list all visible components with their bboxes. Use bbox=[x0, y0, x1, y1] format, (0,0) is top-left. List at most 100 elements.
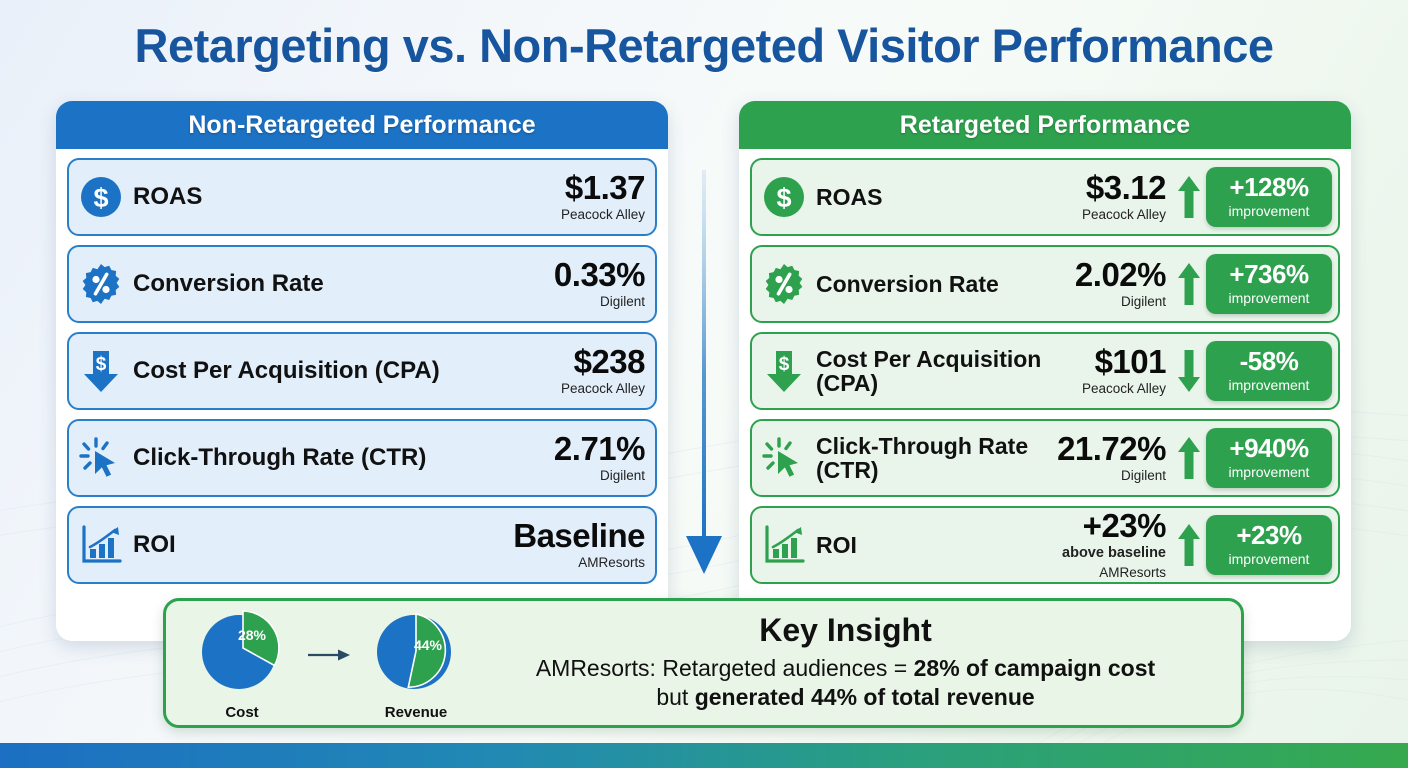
bar-chart-growth-icon bbox=[69, 523, 133, 567]
cursor-click-icon bbox=[752, 435, 816, 481]
badge-label: improvement bbox=[1228, 377, 1310, 393]
insight-line2-prefix: but bbox=[656, 683, 695, 710]
table-row[interactable]: Click-Through Rate (CTR) 2.71% Digilent bbox=[67, 419, 657, 497]
table-row[interactable]: $ Cost Per Acquisition (CPA) $238 Peacoc… bbox=[67, 332, 657, 410]
metric-value: 21.72% bbox=[1057, 430, 1166, 468]
table-row[interactable]: ROI Baseline AMResorts bbox=[67, 506, 657, 584]
metric-note: above baseline bbox=[1062, 545, 1166, 562]
badge-label: improvement bbox=[1228, 203, 1310, 219]
metric-label: ROI bbox=[816, 531, 857, 558]
table-row[interactable]: $ Cost Per Acquisition (CPA) $101 Peacoc… bbox=[750, 332, 1340, 410]
table-row[interactable]: $ ROAS $1.37 Peacock Alley bbox=[67, 158, 657, 236]
metric-source: Digilent bbox=[1120, 468, 1166, 484]
key-insight-panel: 28% Cost 44% Revenue bbox=[163, 598, 1244, 728]
metric-label: Conversion Rate bbox=[133, 270, 324, 298]
percent-badge-icon bbox=[752, 262, 816, 306]
metric-value: +23% bbox=[1082, 507, 1167, 545]
improvement-badge: +23% improvement bbox=[1206, 515, 1332, 575]
revenue-pie-unit: 44% Revenue bbox=[362, 606, 470, 721]
badge-label: improvement bbox=[1228, 290, 1310, 306]
metric-value: 2.71% bbox=[553, 430, 646, 468]
revenue-pie-label: Revenue bbox=[384, 703, 448, 721]
svg-text:$: $ bbox=[776, 183, 791, 213]
badge-value: +128% bbox=[1229, 172, 1309, 202]
metric-value: $101 bbox=[1094, 343, 1167, 381]
svg-text:$: $ bbox=[93, 183, 108, 213]
cursor-click-icon bbox=[69, 435, 133, 481]
cost-pie-unit: 28% Cost bbox=[188, 606, 296, 721]
bottom-accent-bar bbox=[0, 743, 1408, 768]
pie-transition-arrow-icon bbox=[302, 646, 356, 680]
retargeted-rows: $ ROAS $3.12 Peacock Alley +128% improve… bbox=[739, 149, 1351, 584]
trend-up-icon bbox=[1176, 261, 1206, 307]
metric-label: ROI bbox=[133, 531, 176, 559]
table-row[interactable]: Conversion Rate 2.02% Digilent +736% imp… bbox=[750, 245, 1340, 323]
dollar-down-arrow-icon: $ bbox=[69, 348, 133, 394]
metric-value: $3.12 bbox=[1085, 169, 1167, 207]
insight-line1-bold: 28% of campaign cost bbox=[913, 655, 1156, 682]
metric-label: Click-Through Rate (CTR) bbox=[133, 444, 427, 472]
metric-label: Cost Per Acquisition (CPA) bbox=[133, 357, 440, 385]
retargeted-panel-header: Retargeted Performance bbox=[739, 101, 1351, 149]
metric-source: Digilent bbox=[599, 294, 645, 310]
metric-label: Click-Through Rate (CTR) bbox=[816, 432, 1029, 483]
metric-value-group: $1.37 Peacock Alley bbox=[561, 171, 655, 223]
table-row[interactable]: Click-Through Rate (CTR) 21.72% Digilent… bbox=[750, 419, 1340, 497]
cost-pie-value: 28% bbox=[238, 627, 267, 643]
dollar-circle-icon: $ bbox=[69, 175, 133, 219]
trend-up-icon bbox=[1176, 435, 1206, 481]
metric-value-group: $101 Peacock Alley bbox=[1082, 345, 1176, 397]
badge-value: +940% bbox=[1229, 433, 1309, 463]
badge-value: +23% bbox=[1236, 520, 1302, 550]
revenue-pie-value: 44% bbox=[414, 637, 443, 653]
metric-value-group: $238 Peacock Alley bbox=[561, 345, 655, 397]
improvement-badge: -58% improvement bbox=[1206, 341, 1332, 401]
metric-value: 2.02% bbox=[1074, 256, 1167, 294]
svg-text:$: $ bbox=[779, 354, 790, 375]
key-insight-body: AMResorts: Retargeted audiences = 28% of… bbox=[476, 654, 1215, 712]
cost-pie-label: Cost bbox=[225, 703, 259, 721]
metric-label: Conversion Rate bbox=[816, 270, 999, 297]
metric-value-group: 0.33% Digilent bbox=[554, 258, 655, 310]
non-retargeted-panel: Non-Retargeted Performance $ ROAS $1.37 … bbox=[56, 101, 668, 641]
metric-value-group: 2.02% Digilent bbox=[1075, 258, 1176, 310]
trend-up-icon bbox=[1176, 522, 1206, 568]
retargeted-panel: Retargeted Performance $ ROAS $3.12 Peac… bbox=[739, 101, 1351, 641]
cost-pie-chart: 28% bbox=[202, 609, 280, 689]
table-row[interactable]: $ ROAS $3.12 Peacock Alley +128% improve… bbox=[750, 158, 1340, 236]
metric-value-group: 2.71% Digilent bbox=[554, 432, 655, 484]
trend-up-icon bbox=[1176, 174, 1206, 220]
metric-value: $1.37 bbox=[564, 169, 646, 207]
metric-value-group: +23% above baseline AMResorts bbox=[1062, 509, 1176, 580]
metric-source: Peacock Alley bbox=[1081, 381, 1166, 397]
metric-label: Cost Per Acquisition (CPA) bbox=[816, 345, 1042, 396]
metric-value: Baseline bbox=[513, 517, 645, 555]
improvement-badge: +128% improvement bbox=[1206, 167, 1332, 227]
metric-value: 0.33% bbox=[553, 256, 646, 294]
metric-value-group: $3.12 Peacock Alley bbox=[1082, 171, 1176, 223]
metric-source: Peacock Alley bbox=[560, 207, 645, 223]
badge-label: improvement bbox=[1228, 551, 1310, 567]
metric-label: ROAS bbox=[816, 183, 883, 210]
metric-value: $238 bbox=[573, 343, 646, 381]
insight-line1-prefix: AMResorts: Retargeted audiences = bbox=[535, 655, 914, 682]
improvement-badge: +736% improvement bbox=[1206, 254, 1332, 314]
metric-value-group: Baseline AMResorts bbox=[513, 519, 655, 571]
pie-chart-group: 28% Cost 44% Revenue bbox=[166, 606, 476, 721]
metric-source: Peacock Alley bbox=[560, 381, 645, 397]
table-row[interactable]: ROI +23% above baseline AMResorts +23% i… bbox=[750, 506, 1340, 584]
metric-source: Peacock Alley bbox=[1081, 207, 1166, 223]
dollar-down-arrow-icon: $ bbox=[752, 348, 816, 394]
metric-source: Digilent bbox=[1120, 294, 1166, 310]
percent-badge-icon bbox=[69, 262, 133, 306]
improvement-badge: +940% improvement bbox=[1206, 428, 1332, 488]
insight-line2-bold: generated 44% of total revenue bbox=[694, 683, 1035, 710]
metric-value-group: 21.72% Digilent bbox=[1057, 432, 1176, 484]
svg-text:$: $ bbox=[96, 354, 107, 375]
metric-source: AMResorts bbox=[578, 555, 645, 571]
dollar-circle-icon: $ bbox=[752, 175, 816, 219]
table-row[interactable]: Conversion Rate 0.33% Digilent bbox=[67, 245, 657, 323]
badge-value: -58% bbox=[1239, 346, 1299, 376]
key-insight-text: Key Insight AMResorts: Retargeted audien… bbox=[476, 614, 1241, 711]
key-insight-title: Key Insight bbox=[759, 612, 932, 649]
